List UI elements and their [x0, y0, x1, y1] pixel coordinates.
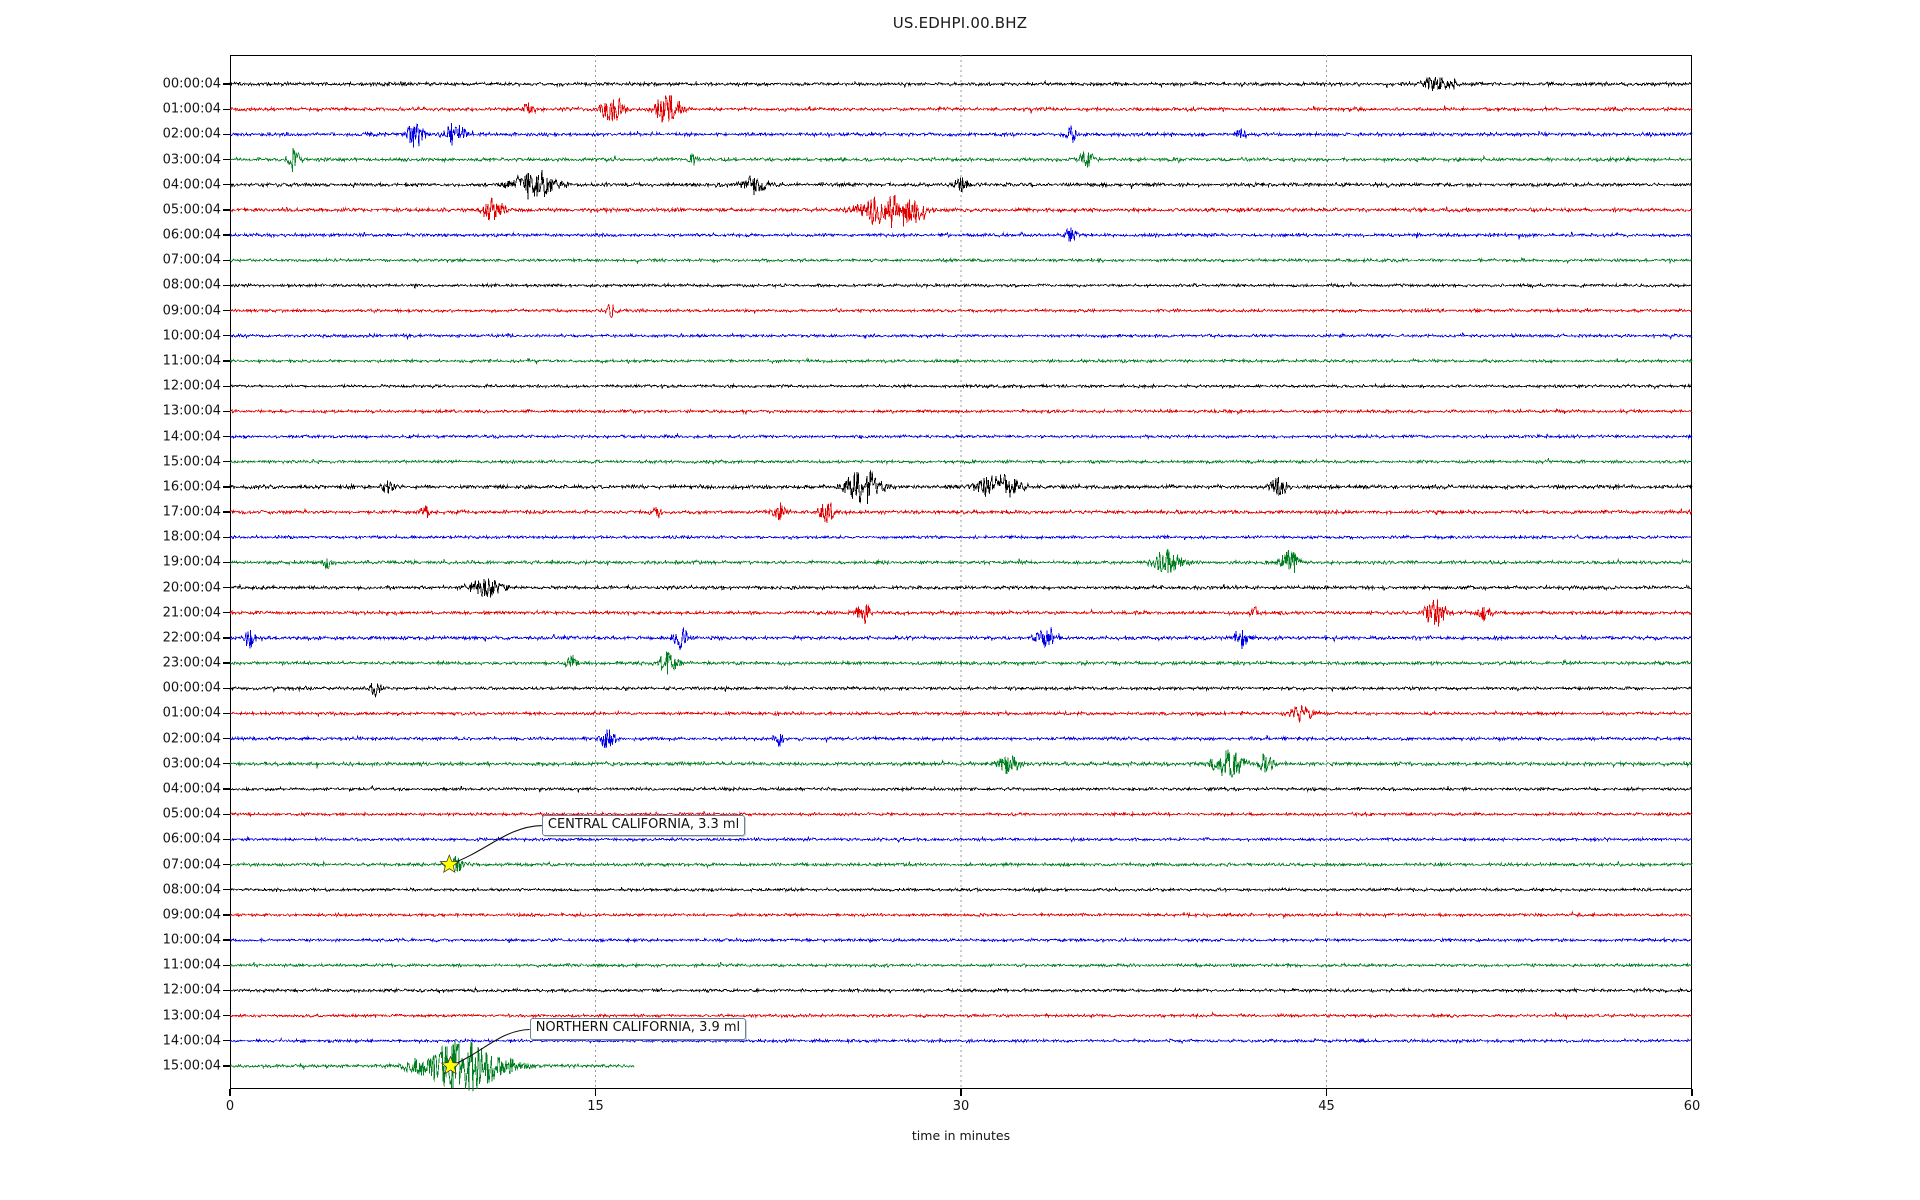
y-axis-label: 13:00:04: [162, 1008, 221, 1024]
y-axis-label: 11:00:04: [162, 957, 221, 973]
y-axis-label: 02:00:04: [162, 126, 221, 142]
y-axis-tick: [223, 712, 230, 715]
y-axis-tick: [223, 586, 230, 589]
y-axis-label: 19:00:04: [162, 554, 221, 570]
y-axis-label: 05:00:04: [162, 806, 221, 822]
x-axis-tick-label: 60: [1683, 1099, 1701, 1114]
y-axis-label: 04:00:04: [162, 177, 221, 193]
y-axis-label: 10:00:04: [162, 328, 221, 344]
y-axis-tick: [223, 788, 230, 790]
y-axis-label: 18:00:04: [162, 529, 221, 545]
y-axis-label: 06:00:04: [162, 227, 221, 243]
y-axis-tick: [223, 108, 230, 110]
y-axis-label: 12:00:04: [162, 982, 221, 998]
y-axis-tick: [223, 335, 230, 337]
y-axis-label: 00:00:04: [162, 680, 221, 696]
x-axis-tick: [960, 1089, 962, 1096]
y-axis-label: 11:00:04: [162, 353, 221, 369]
x-axis-tick-label: 45: [1318, 1099, 1335, 1114]
y-axis-tick: [223, 612, 230, 614]
y-axis-label: 15:00:04: [162, 1058, 221, 1074]
y-axis-label: 01:00:04: [162, 101, 221, 117]
x-axis-tick: [594, 1089, 597, 1096]
y-axis-label: 14:00:04: [162, 1033, 221, 1049]
x-axis-tick: [1325, 1089, 1328, 1096]
y-axis-label: 08:00:04: [162, 882, 221, 898]
y-axis-tick: [223, 511, 230, 513]
y-axis-tick: [223, 1040, 230, 1042]
y-axis-label: 03:00:04: [162, 152, 221, 168]
y-axis-tick: [223, 209, 230, 211]
y-axis-label: 02:00:04: [162, 731, 221, 747]
y-axis-tick: [223, 738, 230, 740]
y-axis-tick: [223, 184, 230, 186]
y-axis-label: 21:00:04: [162, 605, 221, 621]
x-axis-tick: [1691, 1089, 1693, 1096]
y-axis-label: 08:00:04: [162, 277, 221, 293]
y-axis-tick: [223, 813, 230, 815]
y-axis-label: 17:00:04: [162, 504, 221, 520]
y-axis-tick: [223, 234, 230, 236]
y-axis-label: 07:00:04: [162, 857, 221, 873]
y-axis-tick: [223, 133, 230, 135]
y-axis-label: 14:00:04: [162, 429, 221, 444]
y-axis-label: 09:00:04: [162, 303, 221, 319]
y-axis-tick: [223, 486, 230, 488]
y-axis-tick: [223, 259, 230, 261]
y-axis-label: 04:00:04: [162, 781, 221, 797]
y-axis-tick: [223, 838, 230, 841]
y-axis-tick: [223, 637, 230, 639]
y-axis-tick: [223, 964, 230, 966]
y-axis-tick: [223, 461, 230, 463]
y-axis-tick: [223, 1014, 230, 1017]
earthquake-annotation-label[interactable]: NORTHERN CALIFORNIA, 3.9 ml: [529, 1018, 747, 1041]
x-axis-title: time in minutes: [911, 1128, 1011, 1143]
y-axis-tick: [223, 435, 230, 438]
y-axis-tick: [223, 360, 230, 362]
y-axis-label: 20:00:04: [162, 580, 221, 596]
y-axis-tick: [223, 410, 230, 412]
y-axis-label: 03:00:04: [162, 756, 221, 772]
y-axis-label: 06:00:04: [162, 831, 221, 847]
y-axis-label: 22:00:04: [162, 630, 221, 646]
y-axis-tick: [223, 863, 230, 866]
y-axis-tick: [223, 561, 230, 564]
y-axis-label: 10:00:04: [162, 932, 221, 948]
y-axis-label: 13:00:04: [162, 403, 221, 419]
y-axis-tick: [223, 939, 230, 941]
y-axis-tick: [223, 385, 230, 387]
y-axis-tick: [223, 1065, 230, 1067]
y-axis-tick: [223, 914, 230, 916]
y-axis-label: 01:00:04: [162, 705, 221, 721]
y-axis-tick: [223, 662, 230, 664]
plot-title: US.EDHPI.00.BHZ: [892, 14, 1028, 32]
x-axis-tick-label: 0: [225, 1099, 235, 1114]
x-axis-tick-label: 30: [952, 1099, 970, 1114]
axes-frame: [230, 55, 1692, 1089]
y-axis-tick: [223, 763, 230, 765]
y-axis-tick: [223, 158, 230, 161]
y-axis-label: 23:00:04: [162, 655, 221, 671]
x-axis-tick-label: 15: [587, 1099, 604, 1114]
y-axis-label: 09:00:04: [162, 907, 221, 923]
y-axis-tick: [223, 889, 230, 891]
y-axis-tick: [223, 83, 230, 85]
y-axis-tick: [223, 309, 230, 312]
x-axis-tick: [229, 1089, 231, 1096]
y-axis-tick: [223, 284, 230, 287]
y-axis-label: 16:00:04: [162, 479, 221, 495]
earthquake-annotation-label[interactable]: CENTRAL CALIFORNIA, 3.3 ml: [541, 814, 746, 837]
y-axis-label: 15:00:04: [162, 454, 221, 470]
y-axis-tick: [223, 989, 230, 992]
y-axis-tick: [223, 536, 230, 538]
y-axis-label: 00:00:04: [162, 76, 221, 92]
y-axis-label: 05:00:04: [162, 202, 221, 218]
plot-area: 00:00:04 01:00:04 02:00:04 03:00:04 04:00:04…: [163, 55, 1700, 1143]
y-axis-tick: [223, 687, 230, 689]
y-axis-label: 07:00:04: [162, 252, 221, 268]
y-axis-label: 12:00:04: [162, 378, 221, 394]
